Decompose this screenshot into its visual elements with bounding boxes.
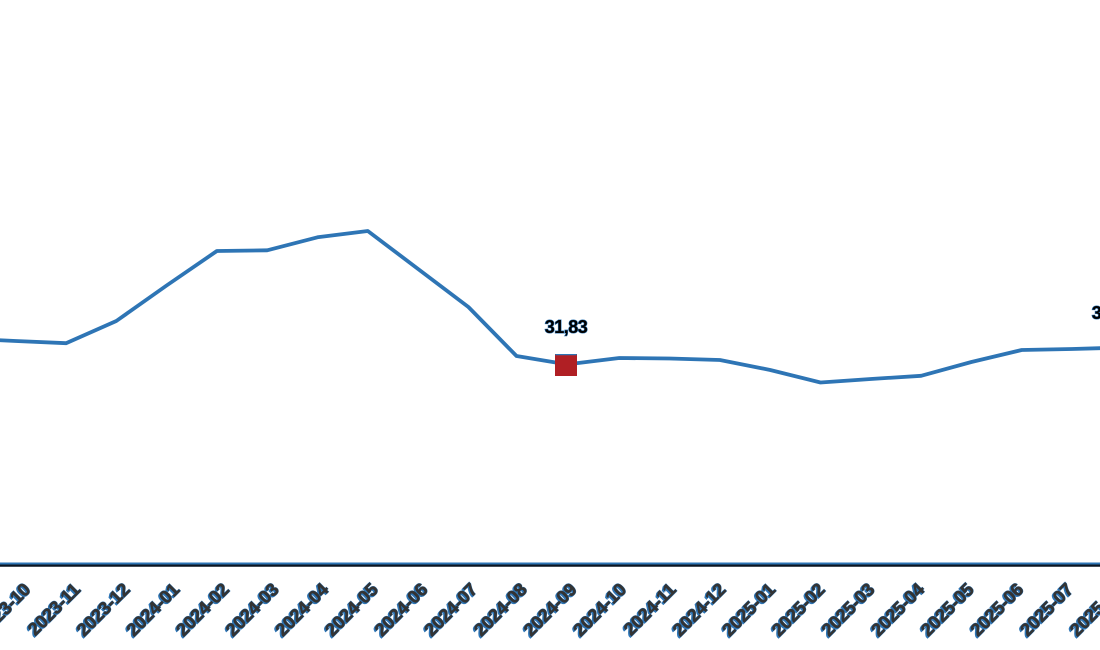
svg-text:31,83: 31,83 [545, 317, 588, 337]
svg-text:2024-10: 2024-10 [569, 579, 630, 640]
svg-text:33,52: 33,52 [1092, 303, 1100, 323]
svg-text:33,52: 33,52 [1092, 303, 1100, 323]
svg-text:31,83: 31,83 [545, 317, 588, 337]
